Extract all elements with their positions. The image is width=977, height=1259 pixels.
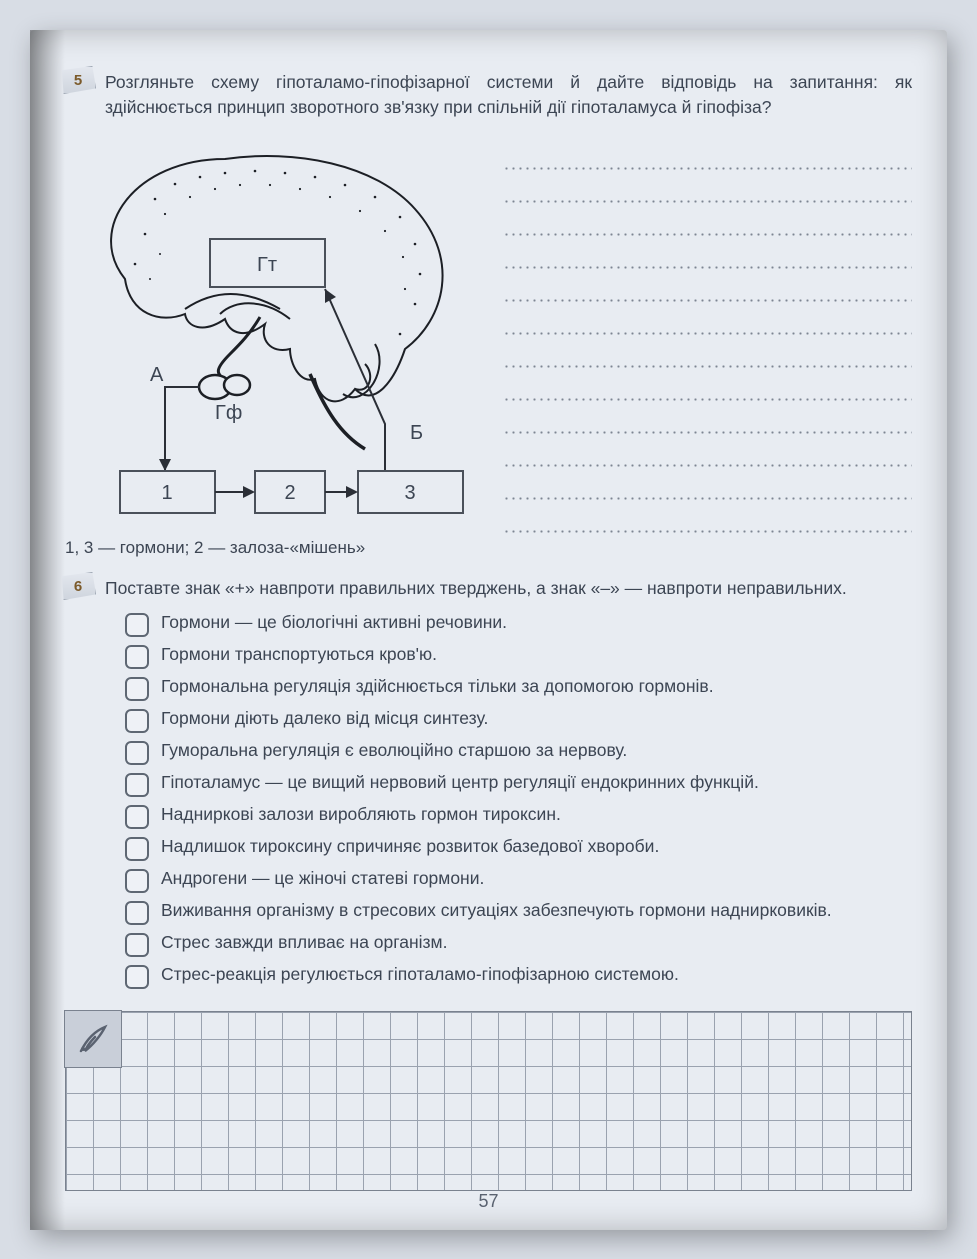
statement-row: Стрес-реакція регулюється гіпоталамо-гіп… — [125, 963, 912, 989]
task-prompt: Розгляньте схему гіпоталамо-гіпофізарної… — [105, 70, 912, 119]
answer-line[interactable] — [503, 473, 912, 506]
statement-text: Гормони транспортуються кров'ю. — [161, 643, 437, 667]
statement-row: Надлишок тироксину спричиняє розвиток ба… — [125, 835, 912, 861]
statement-checkbox[interactable] — [125, 837, 149, 861]
gf-label: Гф — [215, 402, 242, 424]
task-6: 6 Поставте знак «+» навпроти правильних … — [65, 576, 912, 989]
answer-line[interactable] — [503, 143, 912, 176]
statement-checkbox[interactable] — [125, 869, 149, 893]
answer-line[interactable] — [503, 440, 912, 473]
answer-line[interactable] — [503, 407, 912, 440]
label-b: Б — [410, 422, 423, 444]
binding-shadow — [30, 30, 65, 1230]
statement-row: Надниркові залози виробляють гормон тиро… — [125, 803, 912, 829]
statement-text: Надлишок тироксину спричиняє розвиток ба… — [161, 835, 659, 859]
page: 5 Розгляньте схему гіпоталамо-гіпофізарн… — [30, 30, 947, 1230]
path-a — [165, 387, 200, 471]
statements-list: Гормони — це біологічні активні речовини… — [125, 611, 912, 989]
task-number-badge: 6 — [60, 572, 96, 600]
answer-line[interactable] — [503, 275, 912, 308]
statement-checkbox[interactable] — [125, 741, 149, 765]
statement-checkbox[interactable] — [125, 805, 149, 829]
statement-row: Гормональна регуляція здійснюється тільк… — [125, 675, 912, 701]
statement-row: Гормони транспортуються кров'ю. — [125, 643, 912, 669]
pen-badge — [64, 1010, 122, 1068]
diagram-legend: 1, 3 — гормони; 2 — залоза-«мішень» — [65, 538, 485, 558]
statement-checkbox[interactable] — [125, 645, 149, 669]
statement-checkbox[interactable] — [125, 965, 149, 989]
statement-text: Гормональна регуляція здійснюється тільк… — [161, 675, 714, 699]
writing-grid[interactable] — [65, 1011, 912, 1191]
answer-line[interactable] — [503, 308, 912, 341]
arrow-1-2-head — [243, 486, 255, 498]
statement-row: Стрес завжди впливає на організм. — [125, 931, 912, 957]
statement-text: Стрес-реакція регулюється гіпоталамо-гіп… — [161, 963, 679, 987]
arrow-2-3-head — [346, 486, 358, 498]
task-number: 5 — [74, 72, 82, 89]
diagram-container: Гт А Гф — [65, 139, 485, 558]
statement-text: Гормони — це біологічні активні речовини… — [161, 611, 507, 635]
statement-checkbox[interactable] — [125, 773, 149, 797]
statement-text: Гормони діють далеко від місця синтезу. — [161, 707, 488, 731]
answer-line[interactable] — [503, 209, 912, 242]
answer-line[interactable] — [503, 176, 912, 209]
statement-text: Гуморальна регуляція є еволюційно старшо… — [161, 739, 627, 763]
statement-checkbox[interactable] — [125, 709, 149, 733]
box-3-label: 3 — [404, 482, 415, 504]
box-1-label: 1 — [161, 482, 172, 504]
statement-checkbox[interactable] — [125, 933, 149, 957]
statement-text: Стрес завжди впливає на організм. — [161, 931, 447, 955]
arrowhead-a — [159, 459, 171, 471]
page-number: 57 — [30, 1191, 947, 1212]
statement-text: Андрогени — це жіночі статеві гормони. — [161, 867, 484, 891]
pen-icon — [73, 1019, 113, 1059]
answer-line[interactable] — [503, 506, 912, 539]
statement-checkbox[interactable] — [125, 613, 149, 637]
statement-checkbox[interactable] — [125, 901, 149, 925]
statement-row: Андрогени — це жіночі статеві гормони. — [125, 867, 912, 893]
statement-row: Виживання організму в стресових ситуація… — [125, 899, 912, 925]
task-number: 6 — [74, 578, 82, 595]
answer-line[interactable] — [503, 374, 912, 407]
statement-row: Гуморальна регуляція є еволюційно старшо… — [125, 739, 912, 765]
gt-label: Гт — [257, 254, 277, 276]
statement-row: Гормони — це біологічні активні речовини… — [125, 611, 912, 637]
task5-body: Гт А Гф — [65, 139, 912, 558]
answer-lines[interactable] — [503, 139, 912, 558]
task-5: 5 Розгляньте схему гіпоталамо-гіпофізарн… — [65, 70, 912, 558]
statement-row: Гормони діють далеко від місця синтезу. — [125, 707, 912, 733]
answer-line[interactable] — [503, 242, 912, 275]
statement-checkbox[interactable] — [125, 677, 149, 701]
statement-text: Надниркові залози виробляють гормон тиро… — [161, 803, 561, 827]
task-number-badge: 5 — [60, 66, 96, 94]
task-prompt: Поставте знак «+» навпроти правильних тв… — [105, 576, 912, 601]
pituitary-posterior — [224, 375, 250, 395]
statement-text: Виживання організму в стресових ситуація… — [161, 899, 832, 923]
label-a: А — [150, 364, 164, 386]
hypothalamus-pituitary-diagram: Гт А Гф — [65, 139, 485, 529]
box-2-label: 2 — [284, 482, 295, 504]
statement-row: Гіпоталамус — це вищий нервовий центр ре… — [125, 771, 912, 797]
answer-line[interactable] — [503, 341, 912, 374]
statement-text: Гіпоталамус — це вищий нервовий центр ре… — [161, 771, 759, 795]
